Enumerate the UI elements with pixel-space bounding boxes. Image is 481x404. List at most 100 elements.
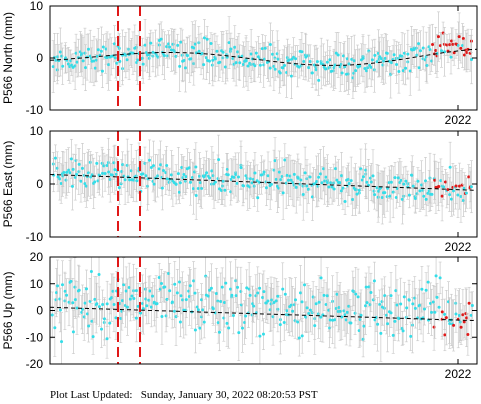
data-point	[408, 69, 412, 73]
data-point	[81, 59, 85, 63]
data-point	[225, 321, 229, 325]
data-point	[143, 43, 147, 47]
data-point	[110, 173, 114, 177]
data-point	[128, 178, 132, 182]
data-point	[202, 36, 206, 40]
data-point	[80, 166, 84, 170]
data-point	[378, 55, 382, 59]
data-point	[289, 303, 293, 307]
data-point	[397, 70, 401, 74]
data-point	[174, 182, 178, 186]
data-point	[216, 321, 220, 325]
data-point	[392, 53, 396, 57]
data-point	[377, 189, 381, 193]
data-point	[459, 194, 463, 198]
data-point	[237, 175, 241, 179]
data-point	[360, 178, 364, 182]
data-point	[418, 49, 422, 53]
recent-point	[436, 35, 440, 39]
data-point	[319, 172, 323, 176]
data-point	[120, 299, 124, 303]
data-point	[361, 175, 365, 179]
y-tick-label: 0	[36, 304, 43, 318]
data-point	[159, 282, 163, 286]
data-point	[103, 172, 107, 176]
data-point	[417, 42, 421, 46]
y-tick-label: 20	[30, 250, 44, 264]
data-point	[326, 181, 330, 185]
data-point	[105, 163, 109, 167]
data-point	[341, 186, 345, 190]
data-point	[227, 41, 231, 45]
data-point	[117, 186, 121, 190]
recent-point	[443, 333, 447, 337]
data-point	[111, 289, 115, 293]
data-point	[285, 309, 289, 313]
data-point	[404, 66, 408, 70]
recent-point	[443, 180, 447, 184]
data-point	[302, 59, 306, 63]
data-point	[260, 47, 264, 51]
data-point	[249, 52, 253, 56]
data-point	[256, 196, 260, 200]
data-point	[208, 288, 212, 292]
data-point	[281, 287, 285, 291]
data-point	[149, 165, 153, 169]
data-point	[369, 180, 373, 184]
data-point	[147, 56, 151, 60]
data-point	[70, 63, 74, 67]
data-point	[456, 193, 460, 197]
data-point	[58, 297, 62, 301]
data-point	[192, 279, 196, 283]
data-point	[261, 295, 265, 299]
data-point	[401, 69, 405, 73]
data-point	[370, 58, 374, 62]
data-point	[114, 316, 118, 320]
data-point	[65, 170, 69, 174]
data-point	[285, 56, 289, 60]
recent-point	[465, 316, 469, 320]
data-point	[266, 174, 270, 178]
data-point	[90, 319, 94, 323]
data-point	[120, 309, 124, 313]
data-point	[77, 162, 81, 166]
data-point	[62, 170, 66, 174]
data-point	[287, 58, 291, 62]
recent-point	[444, 316, 448, 320]
data-point	[424, 179, 428, 183]
data-point	[118, 59, 122, 63]
data-point	[319, 276, 323, 280]
data-point	[163, 285, 167, 289]
data-point	[383, 191, 387, 195]
data-point	[317, 300, 321, 304]
data-point	[283, 158, 287, 162]
data-point	[248, 293, 252, 297]
data-point	[375, 186, 379, 190]
data-point	[256, 55, 260, 59]
data-point	[61, 64, 65, 68]
y-axis-label: P566 East (mm)	[1, 141, 15, 228]
data-point	[317, 175, 321, 179]
recent-point	[454, 184, 458, 188]
data-point	[146, 184, 150, 188]
data-point	[280, 175, 284, 179]
data-point	[293, 319, 297, 323]
data-point	[79, 179, 83, 183]
data-point	[58, 177, 62, 181]
data-point	[184, 66, 188, 70]
data-point	[349, 179, 353, 183]
data-point	[364, 304, 368, 308]
data-point	[402, 295, 406, 299]
data-point	[434, 274, 438, 278]
data-point	[402, 182, 406, 186]
footer-timestamp: Sunday, January 30, 2022 08:20:53 PST	[140, 389, 318, 401]
data-point	[155, 302, 159, 306]
data-point	[75, 60, 79, 64]
data-point	[250, 181, 254, 185]
data-point	[84, 184, 88, 188]
data-point	[152, 182, 156, 186]
data-point	[439, 179, 443, 183]
data-point	[433, 310, 437, 314]
data-point	[244, 174, 248, 178]
data-point	[168, 45, 172, 49]
